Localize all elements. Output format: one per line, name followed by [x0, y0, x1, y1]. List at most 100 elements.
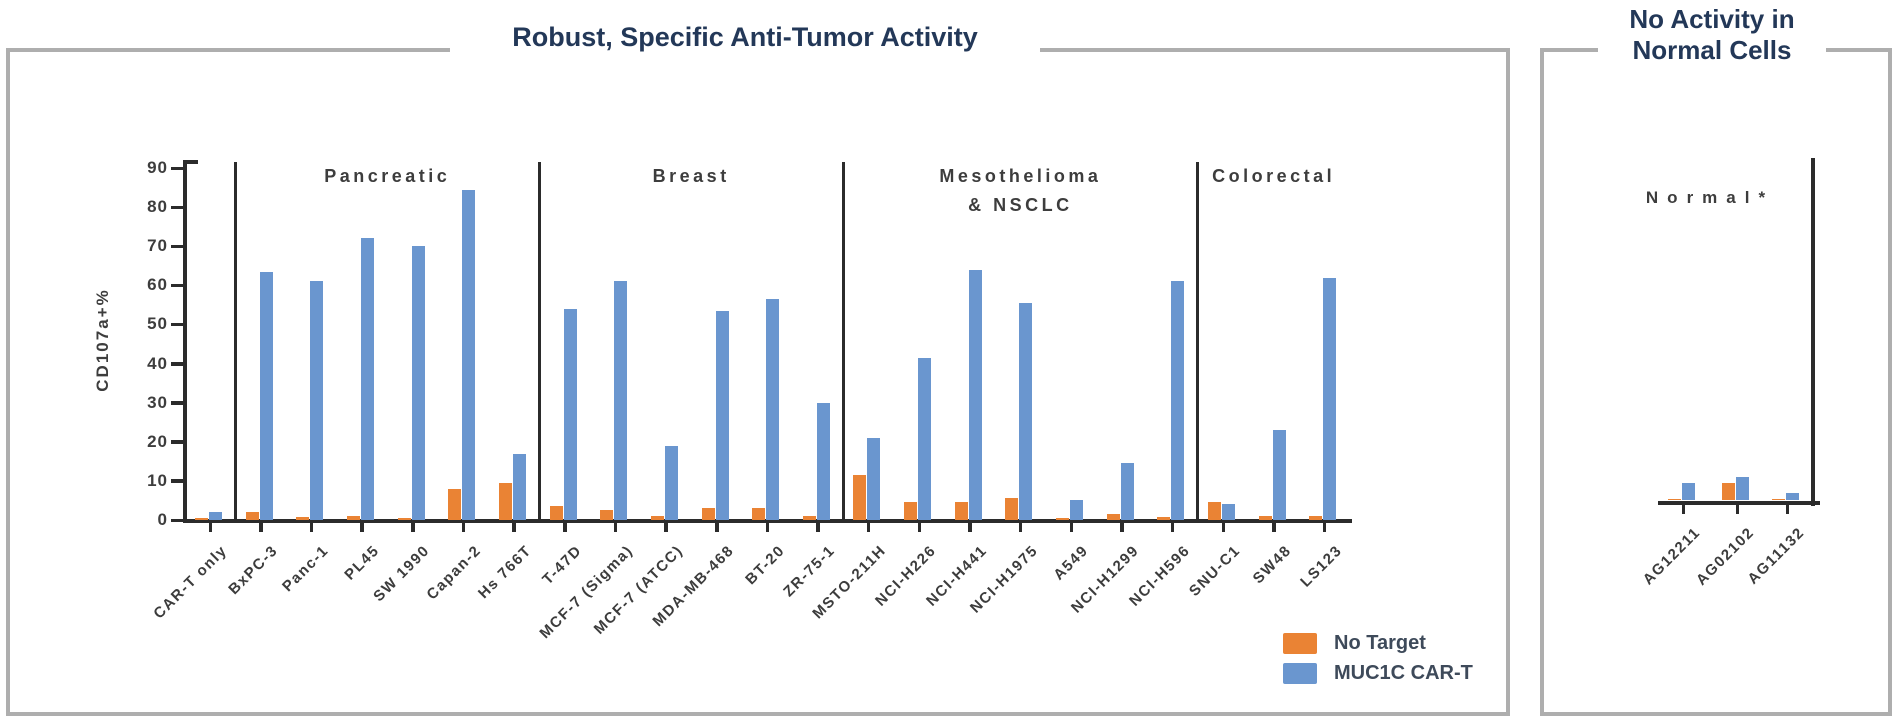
- x-axis-tick: [613, 522, 618, 532]
- x-axis-tick: [309, 522, 314, 532]
- bar-no-target: [1668, 498, 1681, 501]
- bar-muc1c-car-t: [968, 269, 982, 520]
- bar-no-target: [397, 518, 411, 520]
- bar-no-target: [853, 475, 867, 520]
- group-label: Breast: [652, 166, 730, 186]
- y-axis-tick: [171, 322, 183, 327]
- x-axis-tick: [1785, 504, 1789, 514]
- group-divider: [841, 162, 845, 520]
- bar-no-target: [1772, 498, 1785, 501]
- x-axis-tick: [715, 522, 719, 532]
- y-axis-tick: [171, 518, 183, 522]
- bar-no-target: [1056, 518, 1070, 520]
- bar-no-target: [296, 516, 310, 520]
- bar-muc1c-car-t: [411, 246, 425, 520]
- x-axis-tick: [512, 522, 516, 532]
- group-divider: [233, 162, 237, 520]
- x-axis-tick: [411, 522, 415, 532]
- bar-no-target: [195, 518, 208, 520]
- y-axis-tick: [171, 362, 183, 366]
- x-axis-tick: [1272, 522, 1276, 532]
- bar-muc1c-car-t: [512, 453, 526, 520]
- bar-muc1c-car-t: [816, 402, 830, 520]
- x-axis-tick: [461, 522, 466, 532]
- bar-muc1c-car-t: [1019, 302, 1033, 520]
- x-axis-tick: [968, 522, 972, 532]
- bar-no-target: [904, 502, 918, 520]
- x-axis-tick: [816, 522, 820, 532]
- y-axis-title: CD107a+%: [93, 288, 112, 392]
- anti-tumor-panel: [6, 48, 1510, 716]
- x-axis-tick: [1735, 504, 1739, 514]
- bar-no-target: [448, 488, 462, 520]
- y-axis-tick-label: 10: [147, 470, 168, 490]
- group-label: Mesothelioma & NSCLC: [939, 166, 1102, 215]
- bar-muc1c-car-t: [1323, 277, 1337, 520]
- y-axis-tick: [171, 244, 183, 249]
- y-axis-tick: [171, 166, 183, 170]
- y-axis-tick-label: 40: [147, 353, 168, 373]
- no-target-label: No Target: [1334, 631, 1426, 654]
- bar-muc1c-car-t: [310, 281, 324, 520]
- bar-no-target: [701, 508, 715, 520]
- x-axis-tick: [259, 522, 263, 532]
- bar-no-target: [1208, 502, 1221, 520]
- y-axis-tick-label: 90: [147, 158, 168, 177]
- normal-group-label: Normal*: [1645, 188, 1775, 207]
- x-axis-tick: [360, 522, 364, 532]
- bar-no-target: [1309, 516, 1323, 520]
- muc1c-car-t-label: MUC1C CAR-T: [1334, 661, 1473, 684]
- bar-no-target: [600, 510, 614, 520]
- y-axis-line: [183, 160, 187, 523]
- y-axis-tick: [171, 479, 183, 483]
- left-panel-title: Robust, Specific Anti-Tumor Activity: [450, 14, 1040, 60]
- bar-muc1c-car-t: [1736, 477, 1749, 501]
- bar-no-target: [346, 516, 360, 520]
- bar-muc1c-car-t: [664, 445, 678, 520]
- bar-no-target: [498, 482, 512, 520]
- group-label: Colorectal: [1212, 166, 1336, 186]
- y-axis-tick-label: 70: [147, 236, 168, 256]
- no-target-swatch: [1283, 632, 1317, 654]
- bar-muc1c-car-t: [360, 238, 374, 520]
- group-divider: [537, 162, 541, 520]
- legend-item-muc1c-car-t: MUC1C CAR-T: [1283, 658, 1473, 688]
- bar-no-target: [245, 512, 259, 520]
- x-axis-tick: [1120, 522, 1124, 532]
- bar-no-target: [650, 516, 664, 520]
- bar-muc1c-car-t: [1171, 281, 1185, 520]
- bar-muc1c-car-t: [614, 281, 628, 520]
- x-axis-line: [183, 518, 1352, 523]
- y-axis-tick-label: 30: [147, 392, 168, 412]
- normal-cells-panel: [1540, 48, 1892, 716]
- bar-muc1c-car-t: [1120, 463, 1134, 520]
- y-axis-tick-label: 0: [157, 510, 168, 529]
- x-axis-tick: [1170, 522, 1175, 532]
- y-axis-tick-label: 20: [147, 431, 168, 451]
- x-axis-tick: [208, 522, 212, 532]
- x-axis-tick: [1221, 522, 1225, 532]
- legend: No Target MUC1C CAR-T: [1283, 628, 1473, 688]
- bar-no-target: [802, 516, 816, 520]
- bar-muc1c-car-t: [209, 512, 222, 520]
- x-axis-tick: [866, 522, 871, 532]
- bar-muc1c-car-t: [259, 271, 273, 520]
- bar-muc1c-car-t: [918, 357, 932, 520]
- bar-no-target: [549, 506, 563, 520]
- legend-item-no-target: No Target: [1283, 628, 1473, 658]
- bar-muc1c-car-t: [867, 437, 881, 520]
- bar-no-target: [954, 502, 968, 520]
- bar-muc1c-car-t: [1272, 430, 1286, 520]
- bar-no-target: [1258, 516, 1272, 520]
- x-axis-tick: [917, 522, 922, 532]
- bar-muc1c-car-t: [563, 308, 577, 520]
- x-axis-tick: [1069, 522, 1074, 532]
- muc1c-car-t-swatch: [1283, 662, 1317, 684]
- bar-muc1c-car-t: [766, 299, 780, 520]
- bar-no-target: [1157, 517, 1171, 520]
- y-axis-tick: [171, 205, 183, 210]
- right-panel-title: No Activity in Normal Cells: [1598, 2, 1826, 72]
- y-axis-tick: [171, 440, 183, 444]
- bar-muc1c-car-t: [715, 310, 729, 520]
